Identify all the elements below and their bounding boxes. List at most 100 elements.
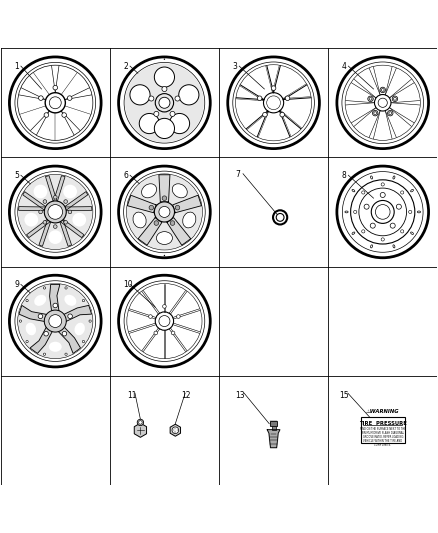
Polygon shape — [30, 327, 52, 353]
Circle shape — [353, 211, 357, 214]
Polygon shape — [27, 219, 50, 238]
Circle shape — [364, 204, 369, 209]
Text: 10: 10 — [123, 280, 133, 289]
Circle shape — [39, 210, 42, 214]
Circle shape — [48, 230, 62, 244]
Circle shape — [388, 110, 393, 116]
Polygon shape — [53, 176, 65, 202]
Circle shape — [26, 300, 28, 302]
Polygon shape — [159, 175, 170, 202]
Text: 8: 8 — [342, 171, 346, 180]
Circle shape — [372, 110, 378, 116]
Circle shape — [172, 427, 179, 433]
Text: VEHICLE WITHIN THE TIRE AND: VEHICLE WITHIN THE TIRE AND — [363, 439, 402, 443]
Circle shape — [82, 300, 85, 302]
Circle shape — [267, 96, 280, 110]
Circle shape — [154, 331, 158, 335]
Ellipse shape — [64, 295, 76, 306]
Circle shape — [155, 94, 173, 112]
Circle shape — [381, 183, 384, 186]
Circle shape — [53, 303, 57, 308]
Text: TIRE  PRESSURE: TIRE PRESSURE — [359, 422, 406, 426]
Ellipse shape — [410, 189, 413, 192]
Circle shape — [179, 85, 199, 105]
Ellipse shape — [393, 245, 395, 248]
Polygon shape — [39, 220, 51, 246]
Circle shape — [401, 230, 404, 233]
Circle shape — [263, 112, 267, 117]
Bar — [270, 421, 277, 426]
Circle shape — [389, 112, 392, 115]
Circle shape — [53, 225, 57, 229]
Circle shape — [285, 96, 290, 101]
Circle shape — [162, 196, 167, 200]
Circle shape — [43, 200, 47, 204]
Circle shape — [369, 98, 372, 100]
Circle shape — [43, 221, 47, 224]
Ellipse shape — [172, 184, 187, 198]
Text: ⚠WARNING: ⚠WARNING — [366, 409, 399, 414]
Ellipse shape — [26, 322, 36, 335]
Circle shape — [380, 192, 385, 198]
Circle shape — [362, 191, 365, 194]
Ellipse shape — [371, 245, 373, 248]
Circle shape — [68, 314, 72, 319]
Text: 15: 15 — [339, 391, 349, 400]
Circle shape — [396, 204, 401, 209]
Circle shape — [43, 287, 46, 289]
Circle shape — [139, 114, 159, 134]
Ellipse shape — [156, 232, 173, 245]
Circle shape — [374, 94, 391, 111]
Circle shape — [62, 112, 67, 117]
Circle shape — [18, 175, 92, 249]
Ellipse shape — [345, 211, 348, 213]
Circle shape — [148, 314, 152, 318]
Circle shape — [264, 93, 284, 113]
Circle shape — [127, 174, 202, 249]
Polygon shape — [65, 207, 92, 211]
Circle shape — [48, 205, 63, 219]
Text: 13: 13 — [235, 391, 245, 400]
Polygon shape — [23, 192, 46, 211]
Ellipse shape — [371, 176, 373, 179]
Circle shape — [159, 97, 170, 108]
Circle shape — [89, 320, 91, 322]
Ellipse shape — [352, 232, 355, 235]
Text: 3: 3 — [232, 61, 237, 70]
Circle shape — [280, 112, 285, 117]
Circle shape — [72, 213, 86, 227]
Circle shape — [154, 118, 174, 139]
Polygon shape — [46, 176, 57, 202]
Circle shape — [170, 114, 190, 134]
Circle shape — [162, 304, 166, 308]
Text: COMP LIMITS.: COMP LIMITS. — [374, 443, 391, 447]
Polygon shape — [138, 217, 162, 245]
Text: 7: 7 — [235, 171, 240, 180]
Circle shape — [170, 221, 175, 225]
Text: 9: 9 — [14, 280, 19, 289]
Circle shape — [159, 206, 170, 217]
Circle shape — [65, 353, 67, 356]
Circle shape — [164, 59, 165, 60]
Ellipse shape — [74, 322, 85, 335]
Text: 2: 2 — [123, 61, 128, 70]
Ellipse shape — [352, 189, 355, 192]
Circle shape — [19, 320, 21, 322]
Circle shape — [409, 211, 412, 214]
Polygon shape — [167, 217, 191, 245]
Circle shape — [53, 196, 57, 199]
Circle shape — [370, 223, 375, 228]
Circle shape — [258, 96, 262, 101]
Ellipse shape — [34, 295, 46, 306]
Circle shape — [362, 230, 365, 233]
Circle shape — [159, 316, 170, 327]
Circle shape — [149, 96, 154, 101]
Polygon shape — [64, 305, 92, 321]
Circle shape — [378, 98, 387, 107]
Bar — [361, 417, 405, 443]
Circle shape — [64, 221, 67, 224]
Ellipse shape — [417, 211, 420, 213]
Circle shape — [154, 67, 174, 87]
Ellipse shape — [410, 232, 413, 235]
Circle shape — [380, 87, 385, 93]
